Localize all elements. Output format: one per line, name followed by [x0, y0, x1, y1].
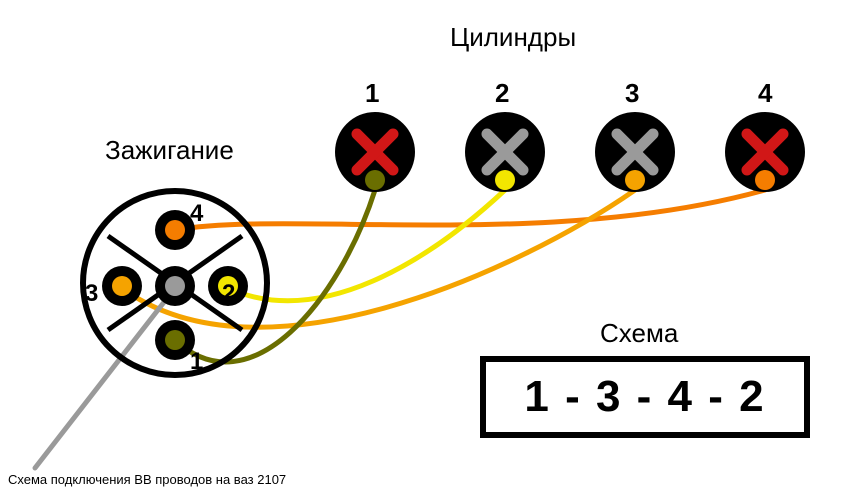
- port-inner-center: [165, 276, 185, 296]
- x-icon: [725, 112, 865, 262]
- distributor-port-center: [155, 266, 195, 306]
- cylinder-label-3: 3: [625, 78, 639, 109]
- schema-label: Схема: [600, 318, 678, 349]
- ignition-title: Зажигание: [105, 135, 234, 166]
- port-inner-4: [165, 220, 185, 240]
- firing-order-box: 1 - 3 - 4 - 2: [480, 356, 810, 438]
- distributor-port-1: [155, 320, 195, 360]
- port-label-3: 3: [85, 280, 98, 308]
- cylinders-title: Цилиндры: [450, 22, 576, 53]
- distributor-port-4: [155, 210, 195, 250]
- port-inner-1: [165, 330, 185, 350]
- cylinder-2: [465, 112, 545, 192]
- cylinder-label-1: 1: [365, 78, 379, 109]
- cylinder-1: [335, 112, 415, 192]
- wire-terminal-2: [495, 170, 515, 190]
- port-label-4: 4: [190, 200, 203, 228]
- caption: Схема подключения ВВ проводов на ваз 210…: [8, 472, 286, 487]
- wire-terminal-4: [755, 170, 775, 190]
- distributor: [80, 188, 270, 378]
- port-label-1: 1: [190, 348, 203, 376]
- wire-terminal-3: [625, 170, 645, 190]
- distributor-port-3: [102, 266, 142, 306]
- cylinder-label-4: 4: [758, 78, 772, 109]
- cylinder-4: [725, 112, 805, 192]
- wire-terminal-1: [365, 170, 385, 190]
- cylinder-label-2: 2: [495, 78, 509, 109]
- port-inner-3: [112, 276, 132, 296]
- port-label-2: 2: [222, 280, 235, 308]
- cylinder-3: [595, 112, 675, 192]
